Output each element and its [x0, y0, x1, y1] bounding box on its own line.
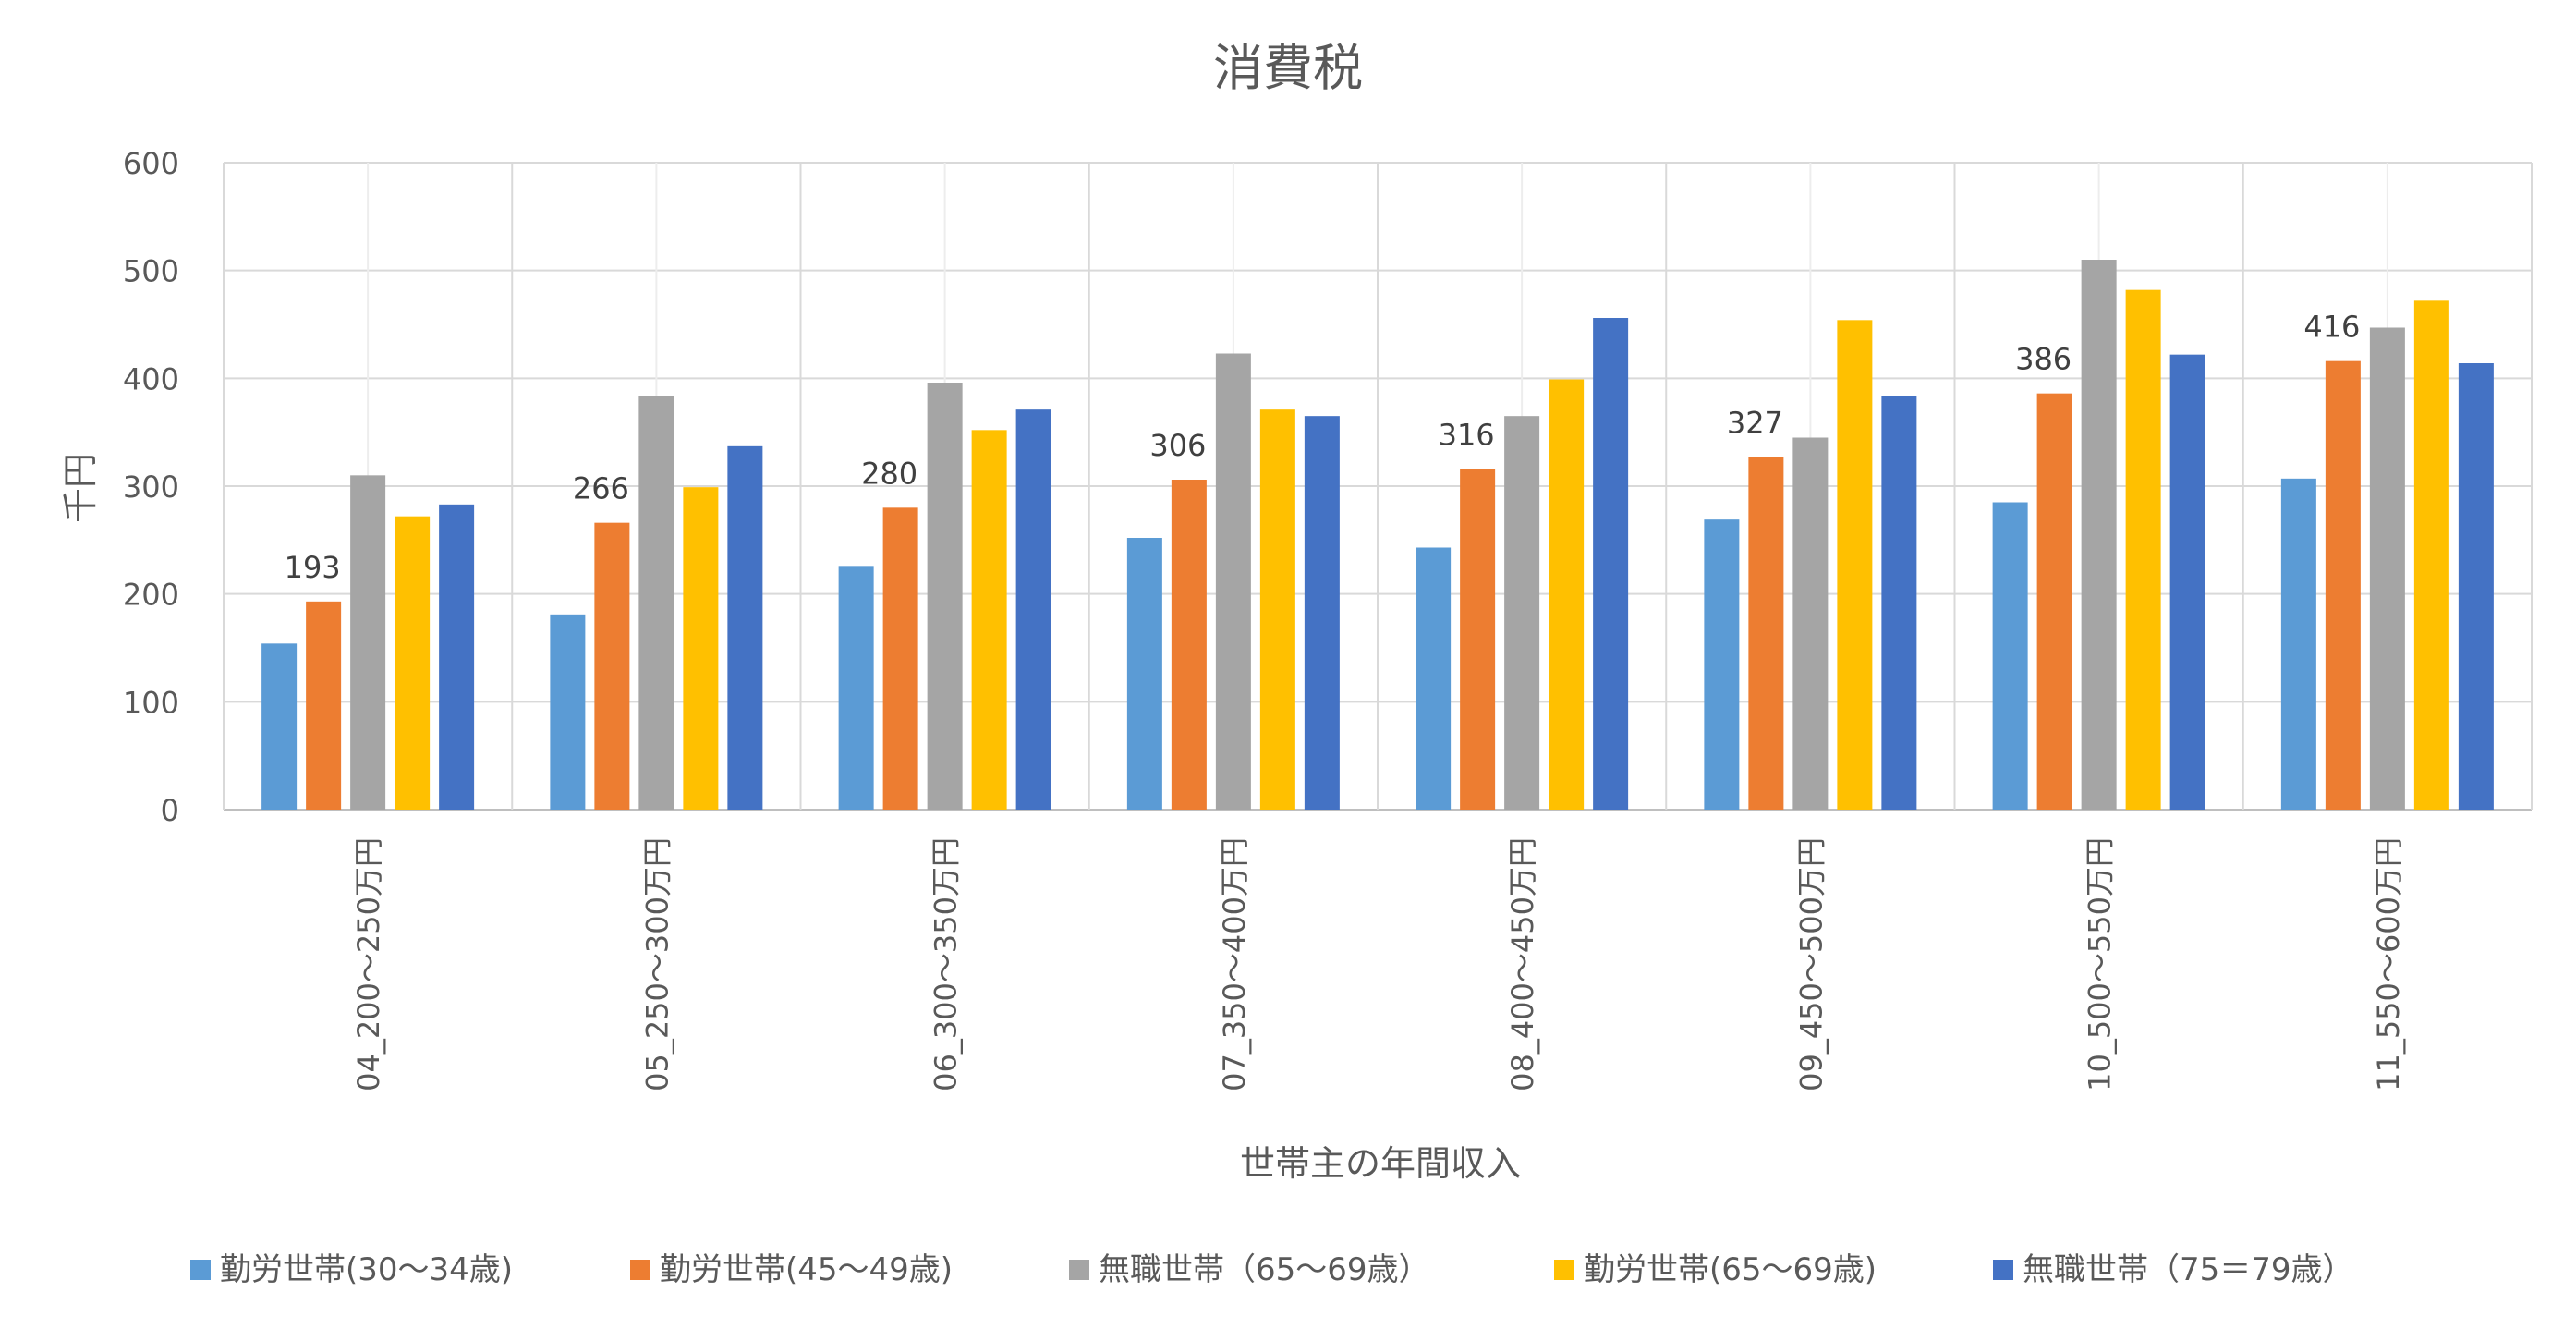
bar	[1881, 396, 1917, 810]
bar	[638, 396, 674, 810]
y-tick-label: 200	[123, 578, 179, 613]
x-axis-label: 世帯主の年間収入	[1240, 1143, 1521, 1184]
y-axis-ticks: 0 100 200 300 400 500 600	[123, 146, 179, 828]
x-tick-label: 09_450～500万円	[1793, 837, 1829, 1091]
bar	[2081, 260, 2117, 810]
legend-swatch	[1069, 1260, 1089, 1280]
data-label: 386	[2015, 342, 2072, 377]
legend-swatch	[190, 1260, 211, 1280]
bar	[306, 601, 342, 810]
y-tick-label: 300	[123, 469, 179, 505]
bar	[2280, 478, 2316, 810]
bar	[1126, 538, 1162, 810]
y-axis-label: 千円	[60, 453, 101, 523]
bar	[1015, 409, 1051, 810]
data-label: 327	[1727, 406, 1783, 441]
legend-label: 勤労世帯(45～49歳)	[660, 1251, 953, 1288]
y-tick-label: 600	[123, 146, 179, 181]
bar	[882, 507, 918, 810]
legend-label: 勤労世帯(65～69歳)	[1584, 1251, 1877, 1288]
bar	[1171, 480, 1207, 810]
bar	[350, 475, 386, 810]
bar	[1416, 547, 1452, 810]
bar	[2458, 363, 2494, 810]
bar	[971, 430, 1007, 810]
bar	[2036, 393, 2072, 810]
y-tick-label: 0	[161, 793, 179, 828]
data-label: 266	[573, 471, 629, 506]
data-label: 280	[861, 456, 917, 491]
bar	[1549, 379, 1585, 810]
bar	[1304, 416, 1340, 810]
bar	[1792, 437, 1829, 810]
legend-swatch	[1554, 1260, 1574, 1280]
bar	[727, 445, 763, 810]
bar	[1992, 502, 2028, 810]
legend-swatch	[1993, 1260, 2013, 1280]
y-tick-label: 400	[123, 361, 179, 396]
chart-title: 消費税	[1213, 39, 1363, 97]
bar	[439, 504, 475, 810]
bars	[261, 260, 2494, 811]
bar	[1504, 416, 1540, 810]
bar	[683, 487, 719, 810]
x-tick-label: 11_550～600万円	[2371, 837, 2406, 1091]
bar	[2325, 360, 2361, 810]
data-label: 416	[2303, 310, 2360, 345]
bar	[550, 614, 586, 810]
bar	[395, 516, 431, 810]
bar	[1460, 469, 1496, 810]
legend-label: 無職世帯（65～69歳）	[1099, 1251, 1430, 1288]
legend-swatch	[630, 1260, 650, 1280]
bar	[1748, 457, 1784, 810]
bar	[2413, 300, 2449, 810]
bar	[261, 643, 298, 810]
y-tick-label: 100	[123, 685, 179, 720]
bar	[1704, 519, 1740, 810]
data-labels: 193 266 280 306 316 327 386 416	[285, 310, 2361, 585]
x-axis-ticks: 04_200～250万円 05_250～300万円 06_300～350万円 07_3…	[351, 837, 2406, 1091]
bar	[2125, 289, 2161, 811]
data-label: 306	[1149, 428, 1206, 463]
data-label: 193	[285, 550, 341, 585]
bar	[838, 566, 874, 810]
legend-label: 無職世帯（75＝79歳）	[2023, 1251, 2354, 1288]
bar	[2369, 327, 2405, 810]
legend: 勤労世帯(30～34歳) 勤労世帯(45～49歳) 無職世帯（65～69歳） 勤労世帯…	[190, 1251, 2354, 1288]
y-tick-label: 500	[123, 254, 179, 289]
bar	[594, 522, 630, 810]
bar	[927, 383, 963, 810]
legend-label: 勤労世帯(30～34歳)	[220, 1251, 513, 1288]
x-tick-label: 06_300～350万円	[929, 837, 964, 1091]
x-tick-label: 04_200～250万円	[351, 837, 386, 1091]
bar	[1215, 353, 1251, 810]
bar	[1259, 409, 1295, 810]
data-label: 316	[1439, 417, 1495, 452]
x-tick-label: 05_250～300万円	[639, 837, 674, 1091]
bar	[2169, 354, 2205, 810]
bar	[1593, 318, 1629, 810]
bar	[1837, 320, 1873, 810]
x-tick-label: 08_400～450万円	[1505, 837, 1540, 1091]
x-tick-label: 10_500～550万円	[2083, 837, 2118, 1091]
x-tick-label: 07_350～400万円	[1217, 837, 1252, 1091]
